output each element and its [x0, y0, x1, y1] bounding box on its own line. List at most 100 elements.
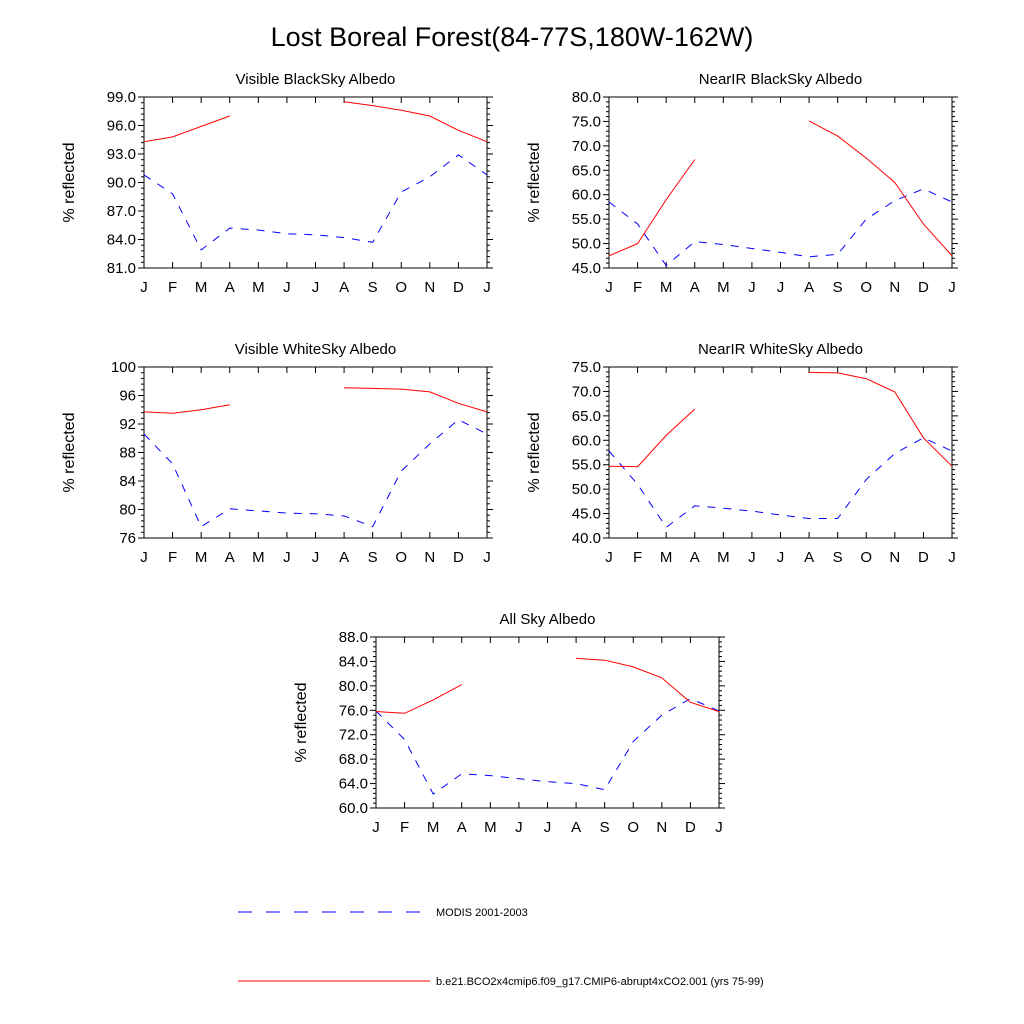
x-tick-label: D [918, 549, 929, 566]
x-tick-label: D [453, 549, 464, 566]
x-tick-label: J [483, 549, 491, 566]
y-tick-label: 50.0 [572, 236, 601, 253]
y-tick-label: 75.0 [572, 359, 601, 376]
y-tick-label: 76 [119, 530, 136, 547]
x-tick-label: J [748, 279, 756, 296]
y-tick-label: 87.0 [107, 203, 136, 220]
series-modis [143, 419, 488, 528]
y-tick-label: 96 [119, 388, 136, 405]
x-tick-label: A [225, 549, 235, 566]
y-tick-label: 93.0 [107, 146, 136, 163]
x-tick-label: J [948, 279, 956, 296]
series-model [375, 657, 720, 714]
x-tick-label: N [656, 819, 667, 836]
x-tick-label: A [804, 549, 814, 566]
y-tick-label: 92 [119, 416, 136, 433]
x-tick-label: J [948, 549, 956, 566]
x-tick-label: J [748, 549, 756, 566]
series-modis [375, 698, 720, 795]
y-tick-label: 100 [111, 359, 136, 376]
x-tick-label: N [889, 279, 900, 296]
y-tick-label: 60.0 [572, 432, 601, 449]
x-tick-label: S [833, 279, 843, 296]
y-tick-label: 80.0 [339, 678, 368, 695]
y-tick-label: 45.0 [572, 506, 601, 523]
page-title: Lost Boreal Forest(84-77S,180W-162W) [270, 22, 754, 52]
series-line [375, 698, 720, 795]
series-line [344, 101, 488, 143]
x-tick-label: A [339, 549, 349, 566]
x-tick-label: J [283, 549, 291, 566]
x-tick-label: J [140, 279, 148, 296]
y-axis-label: % reflected [61, 412, 78, 492]
x-tick-label: M [427, 819, 440, 836]
x-tick-label: S [368, 549, 378, 566]
x-tick-label: O [860, 279, 872, 296]
y-tick-label: 72.0 [339, 727, 368, 744]
y-axis-label: % reflected [526, 412, 543, 492]
x-tick-label: A [690, 279, 700, 296]
series-model [143, 101, 488, 143]
x-tick-label: S [600, 819, 610, 836]
y-tick-label: 50.0 [572, 481, 601, 498]
series-line [608, 437, 953, 529]
y-axis-label: % reflected [526, 142, 543, 222]
x-tick-label: M [195, 549, 208, 566]
y-tick-label: 81.0 [107, 260, 136, 277]
plot-frame [608, 366, 953, 539]
x-tick-label: J [483, 279, 491, 296]
legend: MODIS 2001-2003 b.e21.BCO2x4cmip6.f09_g1… [238, 907, 764, 988]
plot-frame [143, 366, 488, 539]
y-tick-label: 96.0 [107, 118, 136, 135]
x-tick-label: O [395, 549, 407, 566]
x-tick-label: J [283, 279, 291, 296]
y-tick-label: 45.0 [572, 260, 601, 277]
plot-frame [143, 96, 488, 269]
series-model [143, 387, 488, 414]
series-line [809, 371, 953, 467]
y-tick-label: 70.0 [572, 383, 601, 400]
panel-title: Visible WhiteSky Albedo [235, 341, 396, 358]
x-tick-label: J [605, 549, 613, 566]
x-tick-label: D [685, 819, 696, 836]
x-tick-label: J [312, 549, 320, 566]
x-tick-label: J [515, 819, 523, 836]
plot-frame [375, 636, 720, 809]
x-tick-label: A [690, 549, 700, 566]
y-tick-label: 64.0 [339, 776, 368, 793]
y-tick-label: 40.0 [572, 530, 601, 547]
x-tick-label: O [395, 279, 407, 296]
series-modis [143, 154, 488, 251]
x-tick-label: M [660, 279, 673, 296]
x-tick-label: F [168, 279, 177, 296]
series-line [576, 657, 720, 712]
y-axis-label: % reflected [61, 142, 78, 222]
panel-title: NearIR BlackSky Albedo [699, 71, 862, 88]
y-tick-label: 60.0 [339, 800, 368, 817]
y-tick-label: 55.0 [572, 211, 601, 228]
series-line [608, 159, 696, 257]
series-line [143, 115, 230, 143]
series-line [608, 188, 953, 267]
series-line [608, 408, 696, 468]
x-tick-label: F [400, 819, 409, 836]
x-tick-label: J [777, 279, 785, 296]
series-model [608, 371, 953, 468]
legend-entry-model: b.e21.BCO2x4cmip6.f09_g17.CMIP6-abrupt4x… [238, 976, 764, 988]
x-tick-label: D [918, 279, 929, 296]
x-tick-label: M [484, 819, 497, 836]
y-tick-label: 60.0 [572, 187, 601, 204]
x-tick-label: M [252, 549, 265, 566]
y-tick-label: 99.0 [107, 89, 136, 106]
x-tick-label: A [339, 279, 349, 296]
legend-label-modis: MODIS 2001-2003 [436, 907, 528, 919]
x-tick-label: J [372, 819, 380, 836]
legend-label-model: b.e21.BCO2x4cmip6.f09_g17.CMIP6-abrupt4x… [436, 976, 764, 988]
x-tick-label: J [544, 819, 552, 836]
y-tick-label: 80.0 [572, 89, 601, 106]
